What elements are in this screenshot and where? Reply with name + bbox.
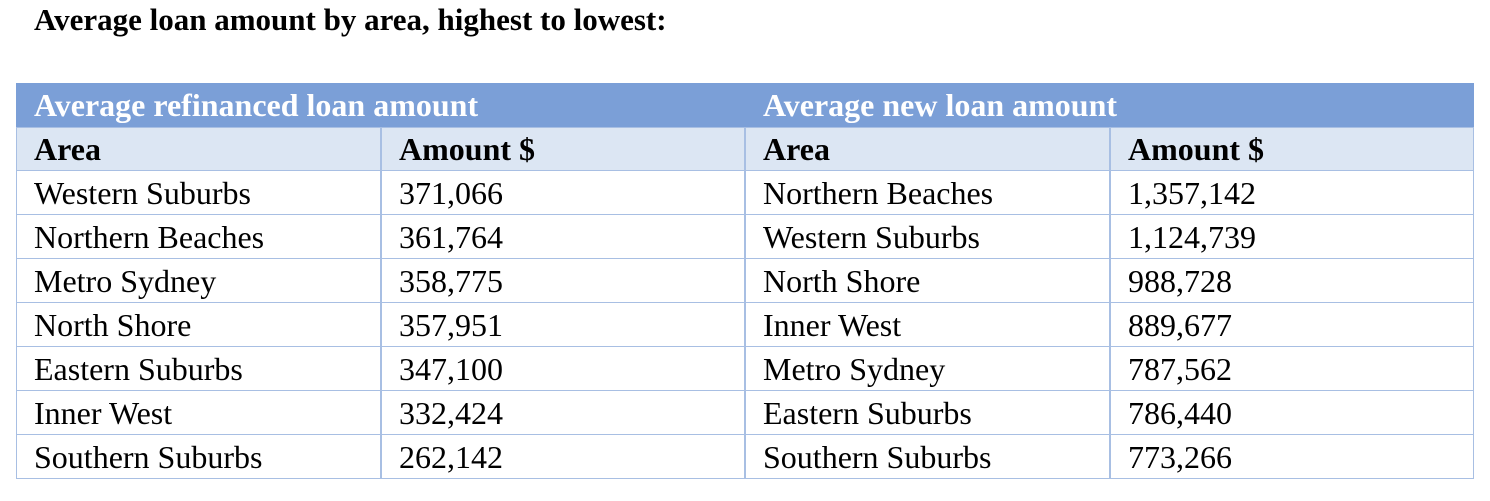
amount-cell: 786,440 [1110, 390, 1474, 435]
amount-cell: 371,066 [381, 170, 745, 215]
area-cell: Southern Suburbs [16, 434, 381, 479]
amount-cell: 347,100 [381, 346, 745, 391]
area-cell: Inner West [745, 302, 1110, 347]
column-header: Amount $ [381, 127, 745, 171]
area-cell: North Shore [745, 258, 1110, 303]
column-header: Amount $ [1110, 127, 1474, 171]
loan-table: Average refinanced loan amount Area Amount… [16, 83, 1474, 481]
area-cell: Southern Suburbs [745, 434, 1110, 479]
column-header: Area [16, 127, 381, 171]
amount-cell: 1,357,142 [1110, 170, 1474, 215]
table-title: Average refinanced loan amount [16, 83, 745, 127]
area-cell: Eastern Suburbs [745, 390, 1110, 435]
area-cell: Northern Beaches [16, 214, 381, 259]
area-cell: Inner West [16, 390, 381, 435]
amount-cell: 787,562 [1110, 346, 1474, 391]
area-cell: Metro Sydney [16, 258, 381, 303]
amount-cell: 988,728 [1110, 258, 1474, 303]
amount-cell: 358,775 [381, 258, 745, 303]
table-title: Average new loan amount [745, 83, 1474, 127]
amount-cell: 889,677 [1110, 302, 1474, 347]
amount-cell: 773,266 [1110, 434, 1474, 479]
area-cell: Western Suburbs [16, 170, 381, 215]
amount-cell: 357,951 [381, 302, 745, 347]
column-header: Area [745, 127, 1110, 171]
area-cell: Western Suburbs [745, 214, 1110, 259]
area-cell: North Shore [16, 302, 381, 347]
amount-cell: 332,424 [381, 390, 745, 435]
amount-cell: 361,764 [381, 214, 745, 259]
amount-cell: 1,124,739 [1110, 214, 1474, 259]
area-cell: Metro Sydney [745, 346, 1110, 391]
area-cell: Eastern Suburbs [16, 346, 381, 391]
page-title: Average loan amount by area, highest to … [34, 2, 667, 37]
area-cell: Northern Beaches [745, 170, 1110, 215]
amount-cell: 262,142 [381, 434, 745, 479]
